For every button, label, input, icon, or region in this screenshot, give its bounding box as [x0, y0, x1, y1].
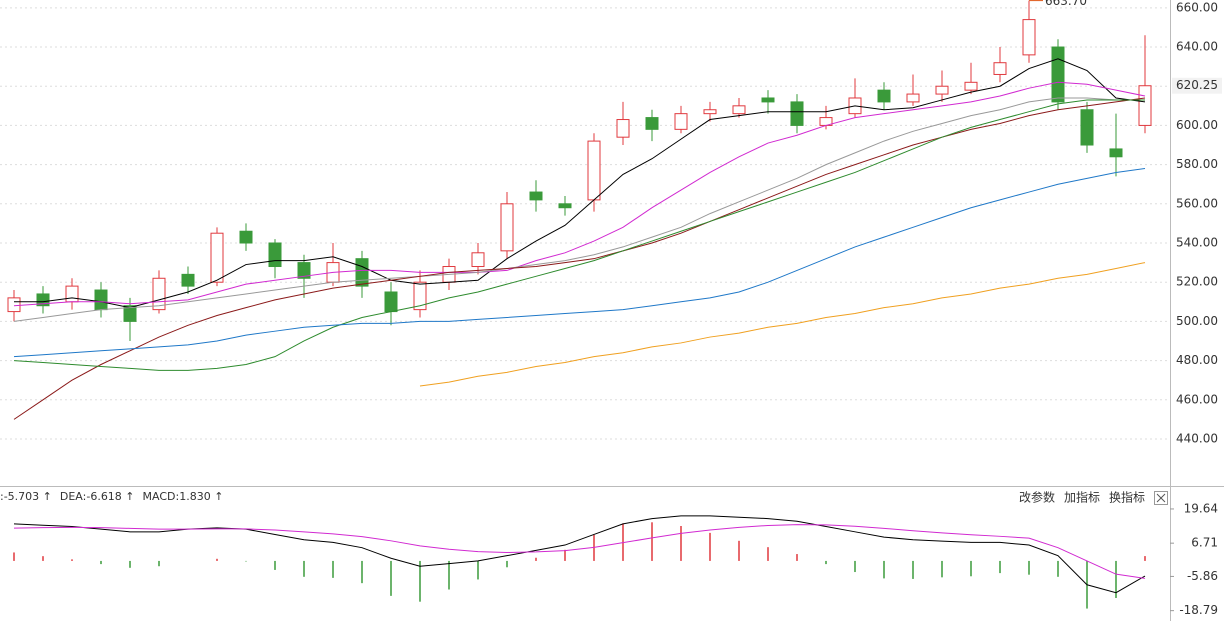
series-line	[13, 168, 1146, 358]
candle-body	[268, 242, 282, 268]
candle-body	[471, 252, 485, 268]
series-line	[13, 81, 1146, 307]
y-tick-label: 480.00	[1176, 353, 1218, 367]
last-price-label: 620.25	[1176, 78, 1218, 92]
candle-body	[587, 140, 601, 201]
candle-body	[732, 105, 746, 115]
candle-body	[558, 203, 572, 209]
close-button[interactable]	[1154, 491, 1168, 505]
y-tick-label: 520.00	[1176, 275, 1218, 289]
toolbar-button[interactable]: 加指标	[1064, 490, 1100, 505]
candle-body	[703, 109, 717, 115]
last-price-box	[1172, 77, 1222, 94]
y-tick-label: 540.00	[1176, 236, 1218, 250]
candle-body	[36, 293, 50, 307]
candle-body	[529, 191, 543, 201]
candle-body	[239, 230, 253, 244]
candle-body	[993, 62, 1007, 75]
y-tick-label: 460.00	[1176, 392, 1218, 406]
candle-body	[1138, 85, 1152, 126]
series-line	[419, 262, 1146, 387]
candle-body	[384, 291, 398, 313]
y-tick-label: 640.00	[1176, 40, 1218, 54]
candle-body	[355, 258, 369, 287]
y-tick-label: 19.64	[1184, 501, 1218, 515]
series-line	[13, 515, 1146, 594]
candle-body	[877, 89, 891, 103]
candle-body	[1051, 46, 1065, 103]
candle-body	[123, 305, 137, 322]
candle-body	[500, 203, 514, 252]
series-line	[13, 97, 1145, 322]
series-line	[13, 97, 1146, 420]
candle-body	[964, 81, 978, 91]
y-tick-label: 500.00	[1176, 314, 1218, 328]
candle-body	[413, 281, 427, 311]
candle-body	[181, 273, 195, 287]
candle-body	[761, 97, 775, 103]
candle-body	[616, 119, 630, 138]
candle-body	[906, 93, 920, 103]
max-label: 663.70	[1045, 0, 1087, 8]
legend-entry: DEA:-6.618 ↑	[60, 490, 135, 503]
candle-body	[65, 285, 79, 303]
y-tick-label: -5.86	[1187, 569, 1218, 583]
y-tick-label: 660.00	[1176, 0, 1218, 14]
series-line	[14, 58, 1146, 309]
candle-body	[674, 113, 688, 130]
legend-entry: MACD:1.830 ↑	[143, 490, 224, 503]
candle-body	[935, 85, 949, 95]
y-tick-label: 580.00	[1176, 157, 1218, 171]
candle-body	[210, 232, 224, 283]
candle-body	[1022, 19, 1036, 56]
candle-body	[7, 297, 21, 313]
series-line	[13, 99, 1145, 371]
y-tick-label: 600.00	[1176, 118, 1218, 132]
y-tick-label: 440.00	[1176, 431, 1218, 445]
candle-body	[790, 101, 804, 126]
y-tick-label: 6.71	[1191, 536, 1218, 550]
candle-body	[94, 289, 108, 311]
candle-body	[645, 117, 659, 130]
toolbar-button[interactable]: 换指标	[1109, 490, 1145, 505]
candle-body	[1080, 109, 1094, 146]
candle-body	[1109, 148, 1123, 158]
toolbar-button[interactable]: 改参数	[1019, 490, 1055, 505]
legend-entry: :-5.703 ↑	[0, 490, 52, 503]
candle-body	[297, 262, 311, 279]
y-tick-label: -18.79	[1179, 603, 1218, 617]
series-line	[13, 524, 1146, 579]
y-tick-label: 560.00	[1176, 196, 1218, 210]
